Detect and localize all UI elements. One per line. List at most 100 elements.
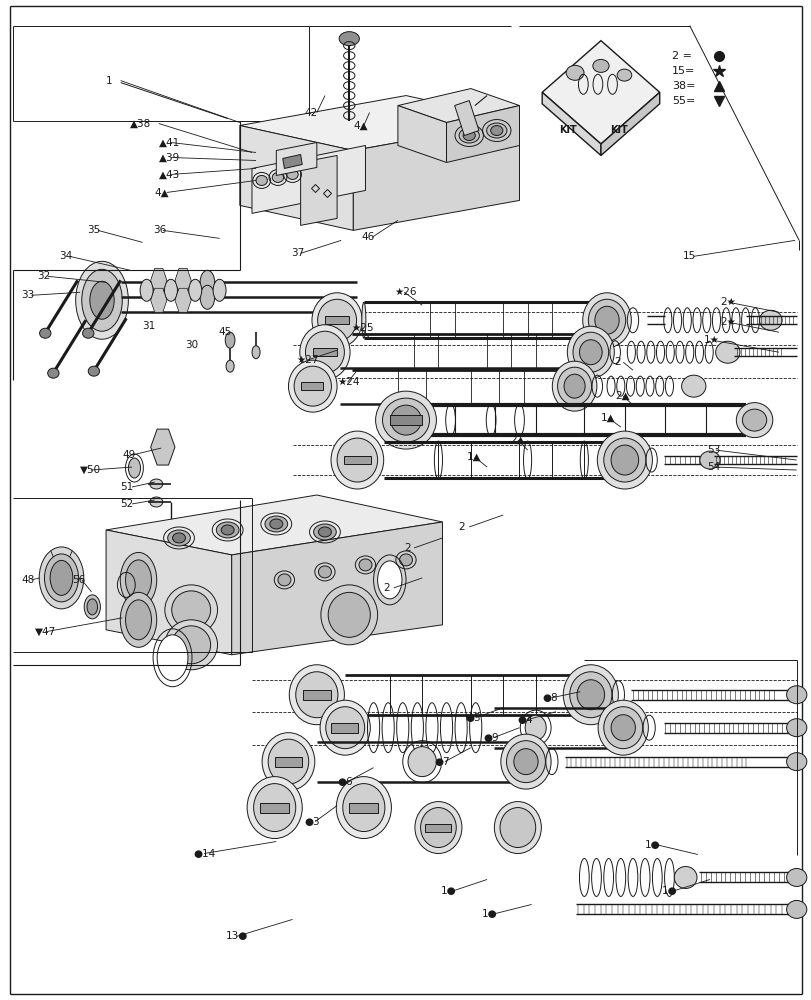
Text: 54: 54 [706, 462, 720, 472]
Bar [303, 690, 331, 700]
Text: 36: 36 [153, 225, 166, 235]
Ellipse shape [272, 172, 283, 182]
Ellipse shape [40, 328, 51, 338]
Text: 1●: 1● [644, 840, 660, 850]
Ellipse shape [39, 547, 84, 609]
Ellipse shape [165, 585, 217, 635]
Ellipse shape [157, 635, 187, 681]
Text: 2★: 2★ [719, 297, 736, 307]
Ellipse shape [786, 753, 806, 771]
Ellipse shape [152, 285, 166, 309]
Polygon shape [251, 145, 365, 213]
Ellipse shape [603, 438, 645, 482]
Ellipse shape [325, 707, 364, 749]
Text: 56: 56 [72, 575, 85, 585]
Ellipse shape [339, 32, 359, 46]
Ellipse shape [320, 700, 370, 755]
Text: ●4: ●4 [517, 715, 533, 725]
Ellipse shape [616, 69, 631, 81]
Ellipse shape [557, 367, 591, 405]
Ellipse shape [399, 554, 412, 566]
Ellipse shape [603, 707, 642, 749]
Ellipse shape [120, 592, 157, 647]
Ellipse shape [200, 285, 214, 309]
Text: 2: 2 [614, 357, 620, 367]
Ellipse shape [126, 560, 152, 600]
Ellipse shape [513, 749, 538, 775]
Polygon shape [239, 126, 353, 230]
Ellipse shape [305, 331, 344, 373]
Ellipse shape [786, 900, 806, 918]
Ellipse shape [525, 715, 546, 740]
Ellipse shape [573, 332, 608, 372]
Ellipse shape [565, 65, 583, 80]
Ellipse shape [506, 741, 545, 783]
Ellipse shape [699, 451, 719, 469]
Ellipse shape [500, 808, 535, 848]
Text: 2★: 2★ [719, 317, 736, 327]
Text: 4▲: 4▲ [155, 187, 169, 197]
Text: 2▲: 2▲ [615, 391, 629, 401]
Ellipse shape [500, 734, 551, 789]
Ellipse shape [251, 346, 260, 359]
Ellipse shape [188, 279, 201, 301]
Text: ▲41: ▲41 [159, 137, 180, 147]
Ellipse shape [741, 409, 766, 431]
Ellipse shape [342, 784, 384, 832]
Ellipse shape [277, 574, 290, 586]
Text: 31: 31 [143, 321, 156, 331]
Ellipse shape [486, 123, 506, 138]
Text: ★24: ★24 [337, 377, 359, 387]
Text: 4▲: 4▲ [353, 121, 367, 131]
Text: 1: 1 [106, 76, 113, 86]
Polygon shape [542, 41, 659, 144]
Text: 1●: 1● [440, 886, 456, 896]
Text: ★27: ★27 [296, 355, 319, 365]
Ellipse shape [168, 530, 174, 540]
Ellipse shape [318, 527, 331, 537]
Ellipse shape [165, 620, 217, 670]
Text: 13●: 13● [225, 931, 248, 941]
Ellipse shape [564, 374, 585, 398]
Text: 52: 52 [121, 499, 134, 509]
Ellipse shape [317, 299, 356, 341]
Bar [312, 348, 337, 356]
Ellipse shape [377, 561, 401, 599]
Ellipse shape [90, 281, 114, 319]
Text: ●7: ●7 [434, 757, 449, 767]
Ellipse shape [84, 595, 101, 619]
Polygon shape [151, 288, 167, 312]
Text: 49: 49 [122, 450, 135, 460]
Ellipse shape [680, 375, 705, 397]
Ellipse shape [255, 175, 267, 185]
Ellipse shape [171, 626, 210, 664]
Ellipse shape [563, 665, 618, 725]
Polygon shape [353, 121, 519, 230]
Bar [331, 723, 358, 733]
Ellipse shape [120, 552, 157, 607]
Ellipse shape [611, 715, 635, 741]
Ellipse shape [216, 522, 238, 538]
Text: 15: 15 [682, 251, 696, 261]
Text: 38=: 38= [671, 81, 694, 91]
Ellipse shape [247, 777, 302, 839]
Ellipse shape [592, 59, 608, 72]
Polygon shape [454, 101, 478, 136]
Text: ★26: ★26 [393, 287, 416, 297]
Polygon shape [106, 530, 231, 655]
Text: ▼50: ▼50 [80, 465, 101, 475]
Text: ●5: ●5 [465, 713, 480, 723]
Bar [425, 824, 451, 832]
Ellipse shape [318, 566, 331, 578]
Text: 42: 42 [304, 108, 318, 118]
Ellipse shape [82, 269, 122, 331]
Ellipse shape [569, 672, 611, 718]
Ellipse shape [328, 592, 370, 637]
Text: ▲43: ▲43 [159, 169, 180, 179]
Ellipse shape [567, 326, 614, 378]
Polygon shape [231, 522, 442, 655]
Text: 30: 30 [185, 340, 199, 350]
Text: 45: 45 [217, 327, 231, 337]
Text: 55=: 55= [671, 96, 694, 106]
Text: 51: 51 [121, 482, 134, 492]
